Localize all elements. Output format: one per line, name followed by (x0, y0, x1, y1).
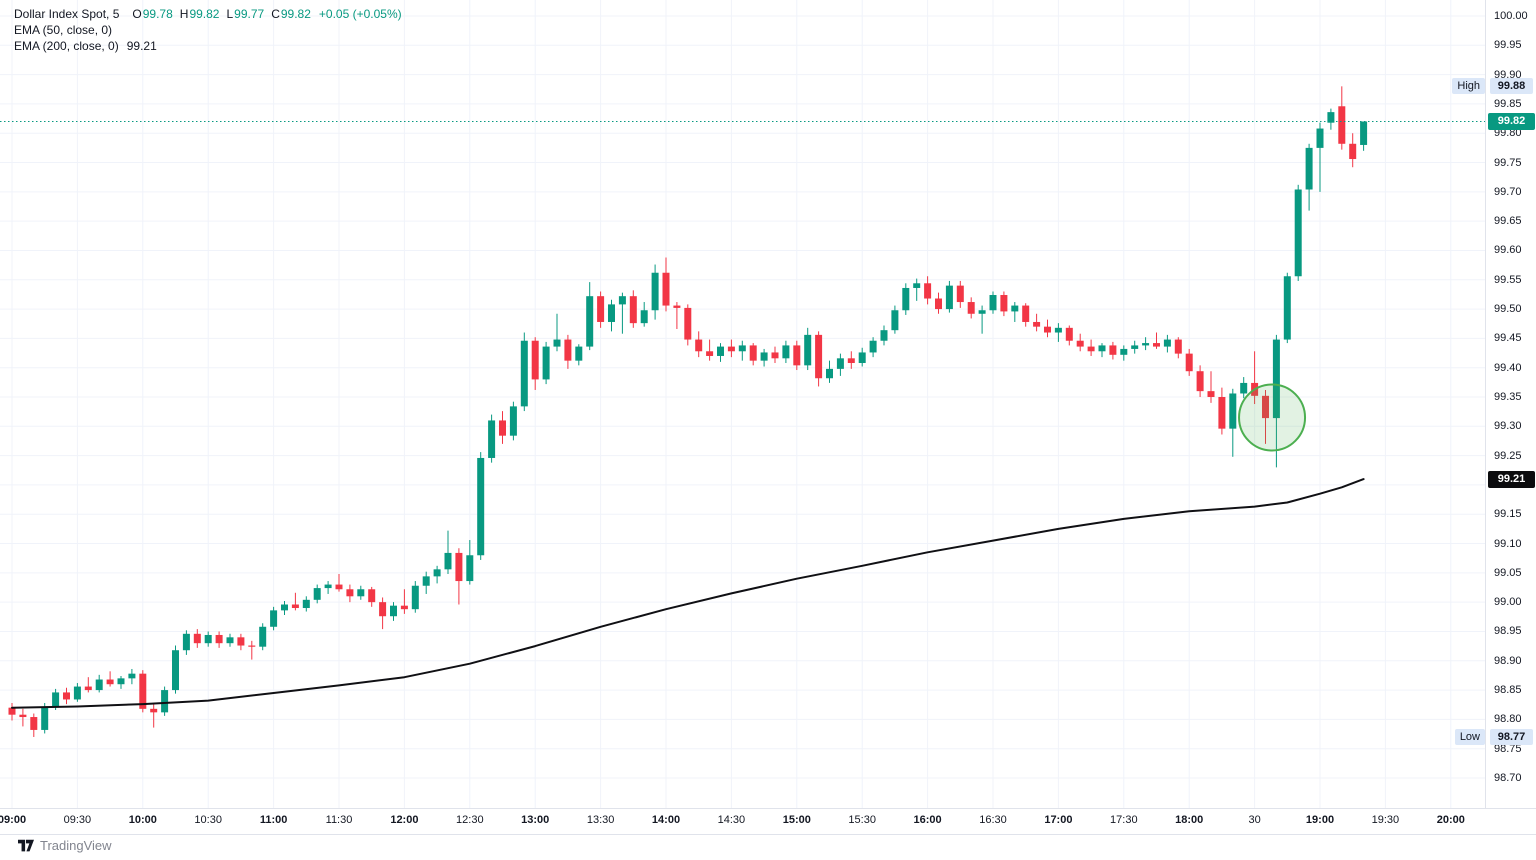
price-axis-label: 99.00 (1494, 596, 1522, 609)
time-axis-label: 20:00 (1436, 814, 1465, 826)
time-axis-label: 13:30 (586, 814, 615, 826)
price-axis-label: 99.85 (1494, 97, 1522, 110)
price-axis[interactable]: 98.70 98.75 98.80 98.85 98.90 98.95 99.00 99.05… (1485, 0, 1536, 808)
time-axis-label: 17:30 (1110, 814, 1138, 826)
chart-legend: Dollar Index Spot, 5 O99.78 H99.82 L99.77 C9… (14, 6, 402, 54)
tradingview-watermark[interactable]: TradingView (18, 838, 112, 853)
time-axis-label: 30 (1248, 814, 1261, 826)
time-axis-label: 18:00 (1175, 814, 1204, 826)
time-axis-label: 13:00 (521, 814, 550, 826)
legend-symbol-row[interactable]: Dollar Index Spot, 5 O99.78 H99.82 L99.77 C9… (14, 6, 402, 22)
day-high-marker: High 99.88 (1452, 78, 1533, 95)
low-label: L (226, 7, 234, 21)
time-axis-label: 10:00 (128, 814, 157, 826)
ema50-label: EMA (50, close, 0) (14, 23, 113, 37)
time-axis-label: 19:30 (1371, 814, 1400, 826)
time-axis-label: 19:00 (1305, 814, 1335, 826)
tradingview-watermark-text: TradingView (40, 838, 112, 853)
ema200-label: EMA (200, close, 0) (14, 39, 119, 53)
price-axis-label: 99.50 (1494, 303, 1522, 316)
price-axis-label: 99.10 (1494, 537, 1522, 550)
time-axis-label: 11:00 (259, 814, 288, 826)
time-axis-label: 12:30 (456, 814, 484, 826)
price-axis-label: 98.95 (1494, 625, 1522, 638)
time-axis-label: 12:00 (390, 814, 419, 826)
change-value: +0.05 (+0.05%) (318, 7, 402, 21)
time-axis-label: 10:30 (194, 814, 222, 826)
price-axis-label: 99.45 (1494, 332, 1522, 345)
time-axis-label: 16:00 (913, 814, 942, 826)
time-axis-label: 17:00 (1044, 814, 1073, 826)
price-axis-label: 99.60 (1494, 244, 1522, 257)
time-axis-label: 11:30 (325, 814, 353, 826)
high-chip-value: 99.88 (1490, 78, 1533, 95)
price-axis-label: 99.15 (1494, 508, 1522, 521)
price-axis-label: 98.80 (1494, 713, 1522, 726)
price-axis-label: 99.30 (1494, 420, 1522, 433)
symbol-title: Dollar Index Spot, 5 (14, 7, 120, 21)
ema200-value: 99.21 (126, 39, 157, 53)
time-axis-label: 15:30 (848, 814, 876, 826)
price-axis-label: 98.85 (1494, 684, 1522, 697)
price-axis-label: 100.00 (1494, 10, 1528, 22)
time-axis-label: 09:00 (0, 814, 27, 826)
price-axis-label: 99.05 (1494, 566, 1522, 579)
ema200-price-badge: 99.21 (1488, 470, 1535, 488)
time-axis-label: 16:30 (979, 814, 1007, 826)
price-axis-label: 98.90 (1494, 654, 1522, 667)
highlight-circle-annotation[interactable] (1238, 383, 1307, 452)
price-axis-label: 99.35 (1494, 391, 1522, 403)
price-axis-label: 99.65 (1494, 215, 1522, 228)
tradingview-logo-icon (18, 839, 34, 851)
price-axis-label: 99.40 (1494, 361, 1522, 374)
time-axis-label: 14:00 (651, 814, 681, 826)
high-value: 99.82 (189, 7, 220, 21)
close-label: C (271, 7, 280, 21)
open-value: 99.78 (142, 7, 173, 21)
price-axis-label: 99.80 (1494, 127, 1522, 140)
legend-ema50-row[interactable]: EMA (50, close, 0) (14, 22, 402, 38)
open-label: O (132, 7, 142, 21)
last-price-badge: 99.82 (1488, 113, 1535, 130)
price-axis-label: 99.70 (1494, 185, 1522, 198)
price-axis-label: 99.95 (1494, 39, 1522, 52)
ema200-line[interactable] (11, 478, 1365, 709)
high-chip-label: High (1452, 78, 1485, 95)
price-axis-label: 98.70 (1494, 772, 1522, 784)
gridlines (0, 0, 1485, 808)
low-chip-label: Low (1454, 728, 1485, 745)
low-chip-value: 98.77 (1490, 728, 1533, 745)
time-axis-label: 15:00 (782, 814, 811, 826)
time-axis-label: 09:30 (63, 814, 92, 826)
price-axis-label: 99.55 (1494, 273, 1522, 286)
time-axis[interactable]: 09:00 09:30 10:00 10:30 11:00 11:30 12:00 12:30… (0, 808, 1536, 835)
legend-ema200-row[interactable]: EMA (200, close, 0) 99.21 (14, 38, 402, 54)
day-low-marker: Low 98.77 (1454, 728, 1533, 745)
price-axis-label: 99.90 (1494, 68, 1522, 81)
price-axis-label: 99.75 (1494, 156, 1522, 169)
price-axis-label: 98.75 (1494, 742, 1522, 755)
close-value: 99.82 (280, 7, 311, 21)
low-value: 99.77 (234, 7, 265, 21)
time-axis-label: 14:30 (717, 814, 746, 826)
candles (8, 86, 1368, 737)
high-label: H (179, 7, 189, 21)
price-axis-label: 99.25 (1494, 449, 1522, 462)
